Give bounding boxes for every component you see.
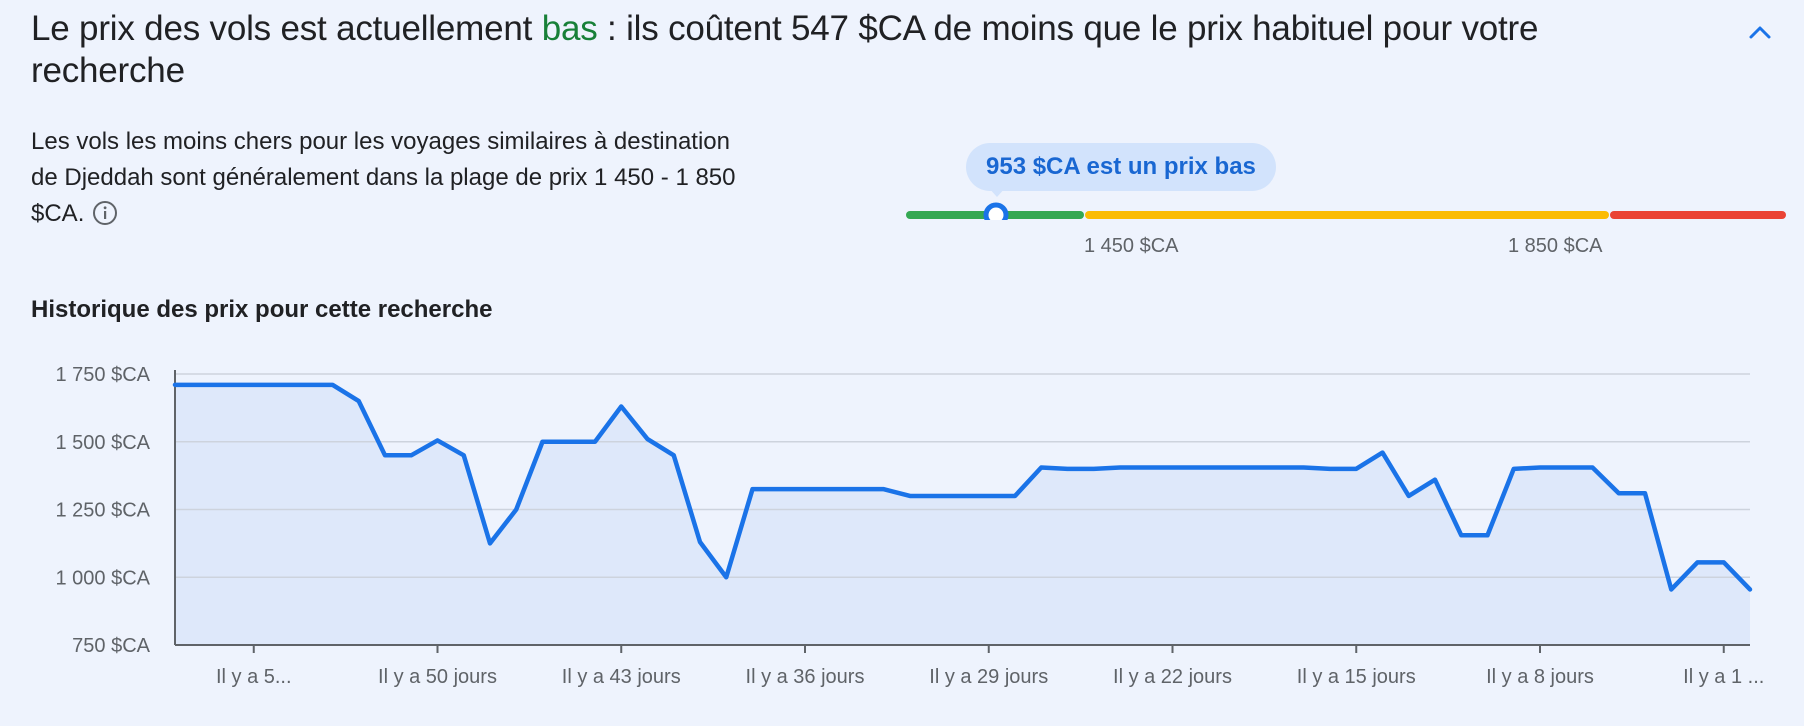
high-threshold-label: 1 850 $CA <box>1508 235 1603 257</box>
current-price-bubble: 953 $CA est un prix bas <box>966 143 1276 191</box>
current-price-marker <box>983 202 1009 220</box>
x-tick-label: Il y a 1 ... <box>1683 666 1764 688</box>
x-tick-label: Il y a 5... <box>216 666 292 688</box>
x-tick-label: Il y a 43 jours <box>562 666 681 688</box>
y-tick-label: 750 $CA <box>72 635 150 657</box>
x-tick-label: Il y a 8 jours <box>1486 666 1594 688</box>
x-tick-label: Il y a 50 jours <box>378 666 497 688</box>
bubble-pointer <box>988 187 1006 197</box>
x-tick-label: Il y a 29 jours <box>929 666 1048 688</box>
x-tick-label: Il y a 36 jours <box>746 666 865 688</box>
y-tick-label: 1 250 $CA <box>55 500 150 522</box>
y-tick-label: 1 750 $CA <box>55 364 150 386</box>
chevron-up-icon <box>1749 26 1771 39</box>
headline-text-end: : ils coûtent 547 $CA de moins que le pr… <box>31 9 1539 90</box>
y-tick-label: 1 500 $CA <box>55 432 150 454</box>
x-tick-label: Il y a 22 jours <box>1113 666 1232 688</box>
price-history-title: Historique des prix pour cette recherche <box>31 296 493 323</box>
y-tick-label: 1 000 $CA <box>55 567 150 589</box>
price-area-fill <box>175 384 1750 645</box>
price-history-chart: 750 $CA 1 000 $CA 1 250 $CA 1 500 $CA 1 750 … <box>55 364 1764 688</box>
price-history-line <box>172 382 1753 592</box>
x-tick-label: Il y a 15 jours <box>1297 666 1416 688</box>
info-icon[interactable] <box>92 200 118 237</box>
price-level-label: bas <box>541 9 598 48</box>
headline-text-start: Le prix des vols est actuellement <box>31 9 542 48</box>
low-threshold-label: 1 450 $CA <box>1084 235 1179 257</box>
price-level-gauge: 953 $CA est un prix bas 1 450 $CA 1 850 … <box>900 140 1790 270</box>
collapse-button[interactable] <box>1742 14 1778 50</box>
price-range-description: Les vols les moins chers pour les voyage… <box>31 124 751 237</box>
price-range-text: Les vols les moins chers pour les voyage… <box>31 128 736 227</box>
price-insight-headline: Le prix des vols est actuellement bas : … <box>31 8 1631 92</box>
